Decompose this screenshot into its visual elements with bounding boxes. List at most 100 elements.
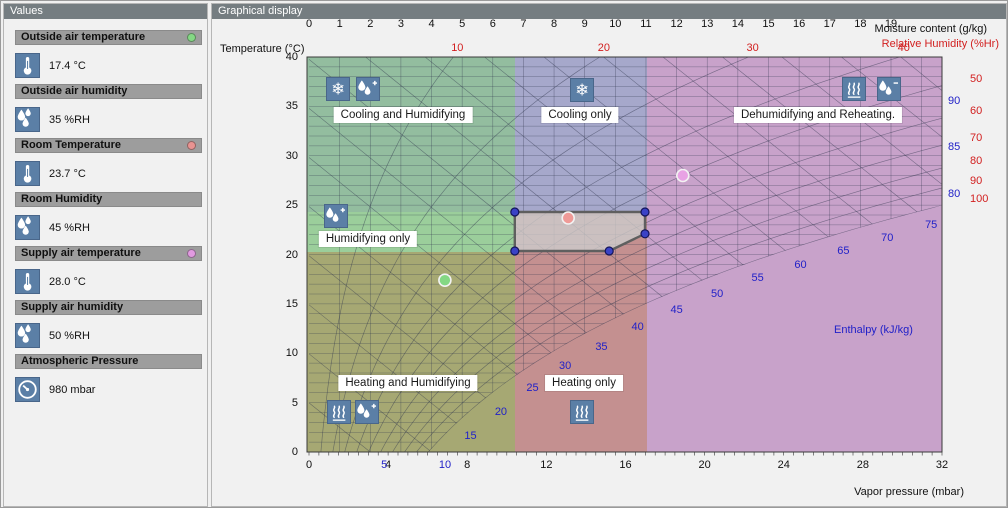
- sidebar-item-value: 35 %RH: [49, 113, 90, 126]
- rh-tick: 40: [897, 42, 910, 54]
- comfort-zone-handle[interactable]: [510, 246, 520, 256]
- sidebar-item-label: Outside air temperature: [21, 31, 146, 43]
- sidebar-item-value-row: 28.0 °C: [15, 269, 207, 294]
- sidebar-item-value-row: 45 %RH: [15, 215, 207, 240]
- top-axis-tick: 3: [397, 18, 404, 30]
- comfort-zone-handle[interactable]: [510, 207, 520, 217]
- enthalpy-label: 45: [670, 303, 683, 316]
- room-point[interactable]: [561, 211, 576, 225]
- enthalpy-label: 10: [438, 458, 452, 471]
- sidebar-item: Supply air humidity 50 %RH: [4, 300, 207, 348]
- sidebar-item: Room Humidity 45 %RH: [4, 192, 207, 240]
- enthalpy-label: 50: [711, 288, 724, 301]
- top-axis-tick: 15: [762, 18, 775, 30]
- humidity-icon: [17, 108, 31, 127]
- outside-air-point[interactable]: [438, 273, 452, 288]
- status-dot: [187, 33, 196, 42]
- comfort-zone-handle[interactable]: [640, 229, 650, 239]
- sidebar-item-value-row: 17.4 °C: [15, 53, 207, 78]
- rh-axis-title: Relative Humidity (%Hr): [881, 38, 999, 50]
- top-axis-tick: 6: [489, 18, 496, 30]
- region-label-dehumidifying-reheating: Dehumidifying and Reheating.: [733, 107, 903, 123]
- sidebar-item-value-row: 35 %RH: [15, 107, 207, 132]
- thermometer-icon: [15, 269, 40, 294]
- rh-tick: 90: [970, 175, 983, 188]
- humidity-icon: [15, 107, 40, 132]
- droplet-minus-icon: [877, 77, 901, 101]
- comfort-zone[interactable]: [513, 210, 647, 253]
- psychrometric-chart: 0 1 2 3 4 5 6 7 8 9 10 11 12 13 14 15 16 17 18 19 Moisture c…: [212, 18, 1006, 506]
- region-label-heating-only: Heating only: [545, 375, 623, 391]
- top-axis-tick: 13: [701, 18, 714, 30]
- sidebar-item-header: Supply air humidity: [15, 300, 202, 315]
- top-axis-tick: 17: [823, 18, 836, 30]
- thermometer-icon: [15, 53, 40, 78]
- top-axis-tick: 5: [459, 18, 466, 30]
- humidity-icon: [17, 216, 31, 235]
- enthalpy-label: 75: [925, 219, 938, 232]
- rh-tick: 70: [970, 132, 983, 145]
- sidebar-item: Outside air humidity 35 %RH: [4, 84, 207, 132]
- sidebar-item-header: Supply air temperature: [15, 246, 202, 261]
- rh-tick: 50: [970, 72, 983, 85]
- heat-icon: [847, 82, 861, 98]
- supply-air-point[interactable]: [675, 168, 690, 183]
- snowflake-icon: ❄: [331, 80, 345, 99]
- droplet-plus-icon: [358, 80, 378, 95]
- vapor-pressure-tick: 0: [305, 459, 313, 471]
- vapor-pressure-tick: 8: [464, 459, 471, 471]
- enthalpy-label: 35: [595, 340, 608, 353]
- sidebar-item-header: Room Humidity: [15, 192, 202, 207]
- temperature-axis-title: Temperature (°C): [220, 43, 305, 55]
- vapor-pressure-tick: 32: [935, 459, 949, 471]
- comfort-zone-handle[interactable]: [640, 207, 650, 217]
- humidity-icon: [17, 324, 31, 343]
- sidebar-item-value: 23.7 °C: [49, 167, 86, 180]
- thermometer-icon: [23, 56, 32, 75]
- vapor-pressure-axis-title: Vapor pressure (mbar): [854, 486, 964, 498]
- sidebar-item-value: 28.0 °C: [49, 275, 86, 288]
- gauge-icon: [18, 380, 37, 399]
- region-label-heating-humidifying: Heating and Humidifying: [338, 375, 478, 391]
- droplet-plus-icon: [355, 400, 379, 424]
- graphical-display-title: Graphical display: [212, 4, 1006, 19]
- status-dot: [187, 249, 196, 258]
- enthalpy-label: 30: [559, 360, 572, 373]
- region-label-cooling-humidifying: Cooling and Humidifying: [333, 107, 473, 123]
- sidebar-item: Outside air temperature 17.4 °C: [4, 30, 207, 78]
- rh-tick: 30: [746, 42, 759, 54]
- enthalpy-label: 40: [631, 321, 644, 334]
- plot-border: [306, 56, 943, 453]
- sidebar-item-value: 45 %RH: [49, 221, 90, 234]
- top-axis-tick: 14: [731, 18, 744, 30]
- comfort-zone-handle[interactable]: [604, 246, 614, 256]
- top-axis-tick: 12: [670, 18, 683, 30]
- status-dot: [187, 141, 196, 150]
- svg-text:❄: ❄: [575, 81, 589, 100]
- top-axis-tick: 16: [792, 18, 806, 30]
- temperature-tick: 5: [291, 396, 298, 409]
- sidebar-item-label: Room Temperature: [21, 139, 122, 151]
- sidebar-item-value: 50 %RH: [49, 329, 90, 342]
- temperature-tick: 10: [285, 347, 298, 360]
- vapor-pressure-tick: 4: [385, 459, 392, 471]
- temperature-tick: 15: [285, 297, 298, 310]
- enthalpy-axis-title: Enthalpy (kJ/kg): [834, 324, 913, 336]
- temperature-tick: 30: [285, 149, 298, 162]
- sidebar-item-value-row: 50 %RH: [15, 323, 207, 348]
- svg-text:❄: ❄: [331, 80, 345, 99]
- top-axis-tick: 1: [336, 18, 343, 30]
- heat-icon: [332, 405, 346, 421]
- snowflake-icon: ❄: [570, 78, 594, 102]
- sidebar-item-value: 17.4 °C: [49, 59, 86, 72]
- top-axis-tick: 7: [520, 18, 527, 30]
- top-axis-tick: 18: [854, 18, 867, 30]
- sidebar-item-label: Outside air humidity: [21, 85, 128, 97]
- vapor-pressure-tick: 16: [619, 459, 632, 471]
- droplet-plus-icon: [324, 204, 348, 228]
- vapor-pressure-tick: 20: [698, 459, 711, 471]
- rh-tick: 10: [451, 42, 464, 54]
- heat-icon: [327, 400, 351, 424]
- values-list: Outside air temperature 17.4 °C Outside a…: [4, 19, 207, 506]
